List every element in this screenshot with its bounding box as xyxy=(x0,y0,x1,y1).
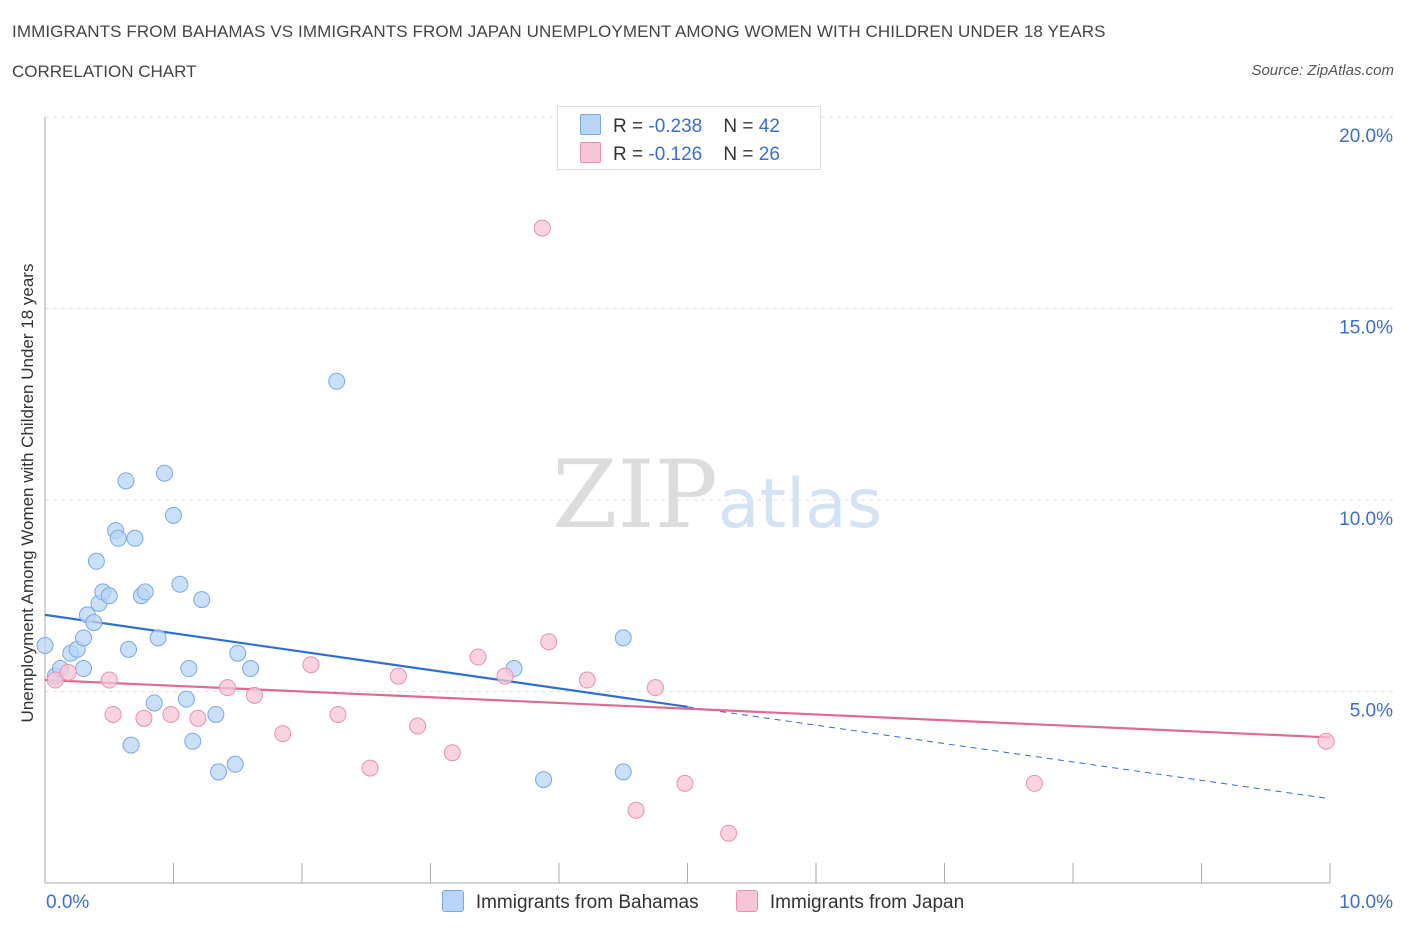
japan-point xyxy=(100,671,118,689)
tick-labels: 5.0% 10.0% 15.0% 20.0% 0.0% 10.0% xyxy=(46,126,1393,913)
correlation-stats-box: R = -0.238 N = 42 R = -0.126 N = 26 xyxy=(557,106,821,170)
bahamas-point xyxy=(145,694,163,712)
japan-point xyxy=(540,633,558,651)
japan-point xyxy=(135,709,153,727)
data-points xyxy=(36,219,1335,842)
bahamas-point xyxy=(87,552,105,570)
bahamas-point xyxy=(207,705,225,723)
legend-label-bahamas: Immigrants from Bahamas xyxy=(475,892,699,913)
japan-point xyxy=(302,656,320,674)
n-value-bahamas: 42 xyxy=(758,116,780,137)
japan-point xyxy=(409,717,427,735)
japan-point xyxy=(361,759,379,777)
axes xyxy=(44,117,1331,884)
bahamas-point xyxy=(209,763,227,781)
japan-point xyxy=(104,705,122,723)
bahamas-point xyxy=(328,372,346,390)
y-axis-label: Unemployment Among Women with Children U… xyxy=(18,263,37,723)
bahamas-point xyxy=(75,660,93,678)
japan-point xyxy=(1025,774,1043,792)
bahamas-swatch xyxy=(580,114,601,135)
japan-point xyxy=(1317,732,1335,750)
watermark-zip: ZIP xyxy=(552,441,718,550)
y-tick-label: 10.0% xyxy=(1339,509,1393,530)
japan-point xyxy=(162,705,180,723)
bahamas-point xyxy=(193,591,211,609)
bahamas-point xyxy=(117,472,135,490)
y-tick-label: 5.0% xyxy=(1350,701,1393,722)
y-tick-label: 15.0% xyxy=(1339,318,1393,339)
chart-legend: Immigrants from Bahamas Immigrants from … xyxy=(0,890,1406,914)
chart-title: IMMIGRANTS FROM BAHAMAS VS IMMIGRANTS FR… xyxy=(12,22,1106,41)
n-label: N = xyxy=(723,144,759,165)
bahamas-point xyxy=(109,529,127,547)
bahamas-point xyxy=(535,771,553,789)
japan-point xyxy=(496,667,514,685)
legend-swatch-japan xyxy=(735,890,758,912)
japan-point xyxy=(274,725,292,743)
y-tick-label: 20.0% xyxy=(1339,126,1393,147)
bahamas-point xyxy=(184,732,202,750)
legend-label-japan: Immigrants from Japan xyxy=(769,892,965,913)
n-label: N = xyxy=(723,116,759,137)
r-label: R = xyxy=(613,116,649,137)
bahamas-point xyxy=(171,575,189,593)
japan-point xyxy=(59,663,77,681)
japan-swatch xyxy=(580,142,601,163)
bahamas-point xyxy=(614,763,632,781)
bahamas-point xyxy=(242,660,260,678)
source-credit: Source: ZipAtlas.com xyxy=(1251,62,1394,79)
bahamas-trend-extension xyxy=(687,706,1331,800)
bahamas-point xyxy=(226,755,244,773)
bahamas-point xyxy=(156,464,174,482)
japan-point xyxy=(218,679,236,697)
japan-point xyxy=(720,824,738,842)
bahamas-point xyxy=(229,644,247,662)
stats-row-japan: R = -0.126 N = 26 xyxy=(580,142,780,166)
legend-item-bahamas[interactable]: Immigrants from Bahamas xyxy=(441,890,699,914)
r-value-bahamas: -0.238 xyxy=(648,116,703,137)
legend-item-japan[interactable]: Immigrants from Japan xyxy=(735,890,965,914)
japan-point xyxy=(627,801,645,819)
watermark: ZIP atlas xyxy=(552,441,882,550)
bahamas-point xyxy=(120,640,138,658)
japan-point xyxy=(46,671,64,689)
grid-lines xyxy=(45,116,1395,692)
bahamas-trend-line xyxy=(44,613,688,708)
bahamas-point xyxy=(614,629,632,647)
bahamas-point xyxy=(85,614,103,632)
bahamas-point xyxy=(149,629,167,647)
bahamas-point xyxy=(165,506,182,524)
bahamas-point xyxy=(180,660,198,678)
japan-point xyxy=(646,679,664,697)
r-label: R = xyxy=(613,144,649,165)
japan-point xyxy=(533,219,551,237)
japan-point xyxy=(329,705,347,723)
watermark-atlas: atlas xyxy=(718,465,882,544)
n-value-japan: 26 xyxy=(758,144,780,165)
japan-point xyxy=(676,774,694,792)
japan-point xyxy=(389,667,407,685)
x-tick-label-start: 0.0% xyxy=(46,892,89,913)
japan-point xyxy=(469,648,487,666)
stats-row-bahamas: R = -0.238 N = 42 xyxy=(580,114,780,138)
bahamas-point xyxy=(177,690,195,708)
r-value-japan: -0.126 xyxy=(648,144,703,165)
chart-subtitle: CORRELATION CHART xyxy=(12,62,197,81)
japan-point xyxy=(443,744,461,762)
bahamas-point xyxy=(36,637,54,655)
legend-swatch-bahamas xyxy=(441,890,464,912)
japan-trend-line xyxy=(44,678,1331,739)
bahamas-point xyxy=(100,587,118,605)
bahamas-point xyxy=(126,529,144,547)
bahamas-point xyxy=(122,736,140,754)
japan-point xyxy=(189,709,207,727)
bahamas-point xyxy=(75,629,93,647)
x-tick-label-end: 10.0% xyxy=(1339,892,1393,913)
bahamas-point xyxy=(136,583,154,601)
japan-point xyxy=(245,686,263,704)
japan-point xyxy=(578,671,596,689)
